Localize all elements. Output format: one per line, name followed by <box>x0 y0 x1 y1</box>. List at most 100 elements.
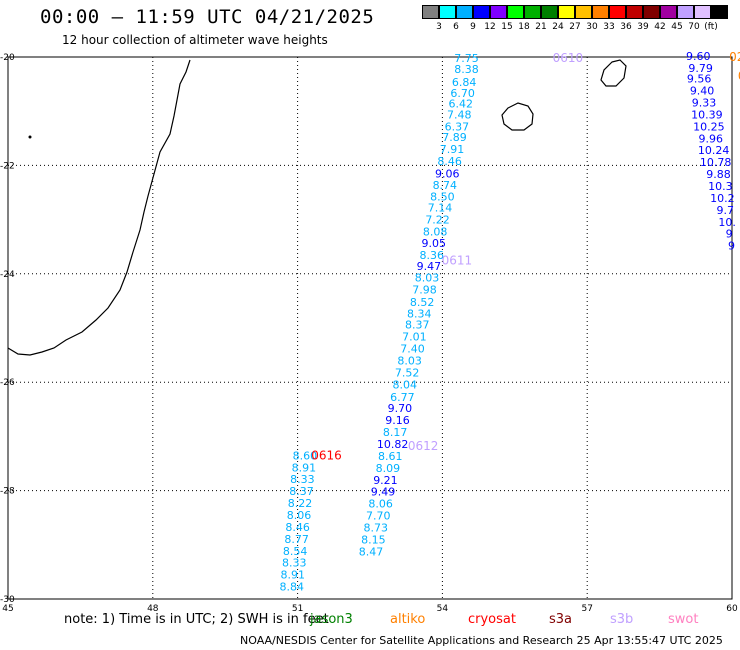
pass-number-label: 0616 <box>311 448 342 462</box>
satellite-label-swot: swot <box>668 612 699 627</box>
legend-swatch <box>524 5 541 19</box>
swh-value: 8.17 <box>383 426 408 439</box>
legend-label: 24 <box>552 22 564 32</box>
swh-value: 7.40 <box>400 343 425 356</box>
y-tick-label: -30 <box>0 595 15 605</box>
legend-label: 18 <box>518 22 530 32</box>
map-title: 00:00 – 11:59 UTC 04/21/2025 <box>40 6 375 28</box>
legend-swatch <box>677 5 694 19</box>
footer-credit: NOAA/NESDIS Center for Satellite Applica… <box>240 634 723 647</box>
swh-value: 8.77 <box>284 533 309 546</box>
swh-value: 9.49 <box>371 486 396 499</box>
swh-value: 8.15 <box>361 533 386 546</box>
swh-value: 7.89 <box>442 131 467 144</box>
satellite-label-cryosat: cryosat <box>468 612 516 627</box>
legend-label: 39 <box>637 22 649 32</box>
satellite-label-s3a: s3a <box>549 612 573 627</box>
swh-value: 9.21 <box>373 474 398 487</box>
swh-value: 8.46 <box>285 521 310 534</box>
swh-value: 10.25 <box>693 120 725 133</box>
swh-value: 8.52 <box>410 296 435 309</box>
swh-value: 6.84 <box>452 76 477 89</box>
pass-number-label: 0611 <box>442 253 473 267</box>
islet <box>28 135 32 139</box>
swh-value: 8.06 <box>368 498 393 511</box>
legend-swatch <box>541 5 558 19</box>
legend-swatch <box>439 5 456 19</box>
legend-label: 15 <box>501 22 513 32</box>
swh-value: 8.54 <box>283 545 308 558</box>
y-tick-label: -20 <box>0 53 15 63</box>
swh-value: 8.46 <box>437 155 462 168</box>
swh-value: 8.33 <box>282 557 307 570</box>
map-frame <box>7 56 733 600</box>
swh-value: 6.37 <box>445 120 470 133</box>
swh-value: 9.88 <box>706 168 731 181</box>
swh-value: 8.03 <box>415 272 440 285</box>
legend-label: 21 <box>535 22 547 32</box>
pass-number-label: 0 <box>738 69 740 83</box>
x-tick-label: 51 <box>292 604 303 614</box>
legend-swatch <box>592 5 609 19</box>
swh-value: 9.16 <box>385 414 410 427</box>
swh-value: 8.74 <box>433 179 458 192</box>
swh-value: 8.73 <box>364 521 389 534</box>
swh-value: 10.24 <box>698 144 730 157</box>
swh-value: 7.48 <box>447 108 472 121</box>
swh-value: 9.70 <box>388 402 413 415</box>
swh-value: 9.60 <box>686 50 711 63</box>
legend-swatch <box>422 5 439 19</box>
swh-value: 10.82 <box>377 438 409 451</box>
swh-value: 7.91 <box>440 143 465 156</box>
pass-number-label: 02 <box>729 50 740 64</box>
swh-value: 8.60 <box>293 449 318 462</box>
swh-value: 6.42 <box>448 98 473 111</box>
legend-label: 27 <box>569 22 581 32</box>
legend-swatch <box>609 5 626 19</box>
swh-value: 8.09 <box>376 462 401 475</box>
legend-swatch <box>575 5 592 19</box>
x-tick-label: 57 <box>581 604 592 614</box>
legend-swatch <box>456 5 473 19</box>
map-subtitle: 12 hour collection of altimeter wave hei… <box>62 33 328 47</box>
legend-label: 42 <box>654 22 666 32</box>
swh-value: 7.01 <box>402 331 427 344</box>
swh-value: 8.03 <box>397 355 422 368</box>
legend-label: 9 <box>470 22 476 32</box>
swh-value: 9 <box>726 228 733 241</box>
swh-value: 10. <box>718 216 736 229</box>
swh-value: 8.22 <box>288 497 313 510</box>
swh-value: 9.06 <box>435 168 460 181</box>
legend-label: 36 <box>620 22 632 32</box>
reunion-island <box>501 102 534 131</box>
legend-swatch <box>694 5 711 19</box>
legend-swatch <box>558 5 575 19</box>
swh-value: 8.37 <box>405 319 430 332</box>
swh-value: 10.39 <box>691 108 723 121</box>
legend-label: 6 <box>453 22 459 32</box>
swh-value: 8.47 <box>359 545 384 558</box>
swh-value: 8.37 <box>289 485 314 498</box>
swh-value: 8.08 <box>423 226 448 239</box>
swh-value: 8.38 <box>454 63 479 76</box>
x-tick-label: 54 <box>437 604 449 614</box>
swh-value: 10.2 <box>710 192 735 205</box>
legend-swatch <box>643 5 660 19</box>
swh-value: 6.70 <box>450 87 475 100</box>
legend-label: (ft) <box>704 22 718 32</box>
satellite-label-altiko: altiko <box>390 612 426 627</box>
madagascar-coastline <box>7 59 191 356</box>
swh-value: 8.06 <box>287 509 312 522</box>
wave-height-color-legend: 3 6 9 12 15 18 21 24 27 30 33 36 39 42 45 70 (ft) <box>422 5 732 35</box>
footer-note: note: 1) Time is in UTC; 2) SWH is in fe… <box>64 612 329 627</box>
legend-swatch <box>660 5 677 19</box>
swh-value: 7.75 <box>454 52 479 65</box>
legend-label: 12 <box>484 22 496 32</box>
satellite-label-s3b: s3b <box>610 612 634 627</box>
y-tick-label: -22 <box>0 161 15 171</box>
swh-value: 9 <box>728 240 735 253</box>
swh-value: 7.22 <box>425 214 450 227</box>
x-tick-label: 60 <box>726 604 738 614</box>
swh-value: 7.98 <box>412 284 437 297</box>
